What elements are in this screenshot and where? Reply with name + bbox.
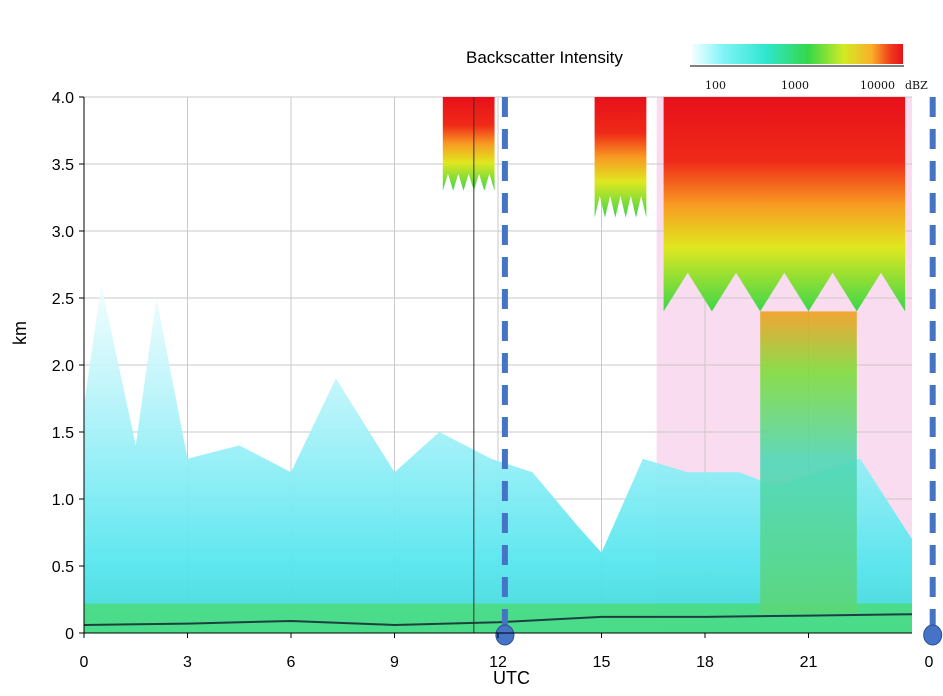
- y-axis-title: km: [10, 321, 30, 345]
- y-tick-label: 2.5: [52, 291, 74, 308]
- axes: 0 0.5 1.0 1.5 2.0 2.5 3.0 3.5 4.0 0 3 6 9 12 15 18 21 0: [52, 90, 934, 671]
- boundary-layer-line: [83, 613, 913, 626]
- vertical-markers: [473, 97, 943, 646]
- x-tick-label: 15: [593, 654, 611, 671]
- colorbar-unit: dBZ: [905, 79, 928, 92]
- colorbar-gradient: [692, 44, 903, 64]
- x-tick-label: 18: [696, 654, 714, 671]
- colorbar-title: Backscatter Intensity: [466, 48, 623, 67]
- x-tick-label: 0: [925, 654, 934, 671]
- x-axis-title: UTC: [493, 668, 530, 688]
- x-tick-label: 12: [489, 654, 507, 671]
- x-tick-label: 9: [390, 654, 399, 671]
- colorbar-tick-label: 1000: [781, 79, 809, 92]
- y-tick-label: 0: [65, 626, 74, 643]
- y-tick-label: 4.0: [52, 90, 74, 107]
- time-marker-dot: [495, 624, 515, 646]
- colorbar-tick-label: 10000: [860, 79, 895, 92]
- cloud-layer: [594, 97, 647, 218]
- x-tick-label: 3: [183, 654, 192, 671]
- y-tick-label: 3.0: [52, 224, 74, 241]
- x-tick-label: 21: [800, 654, 818, 671]
- time-marker-dot: [923, 624, 943, 646]
- y-tick-label: 3.5: [52, 157, 74, 174]
- precipitation-shaft: [760, 311, 857, 613]
- y-tick-label: 1.0: [52, 492, 74, 509]
- x-tick-label: 6: [287, 654, 296, 671]
- colorbar-tick-label: 100: [705, 79, 726, 92]
- y-tick-label: 2.0: [52, 358, 74, 375]
- backscatter-layer: [83, 97, 913, 633]
- y-tick-label: 1.5: [52, 425, 74, 442]
- low-level-backscatter: [84, 284, 912, 633]
- cloud-layer: [663, 97, 906, 312]
- x-tick-label: 0: [80, 654, 89, 671]
- cloud-layer: [442, 97, 495, 191]
- y-tick-label: 0.5: [52, 559, 74, 576]
